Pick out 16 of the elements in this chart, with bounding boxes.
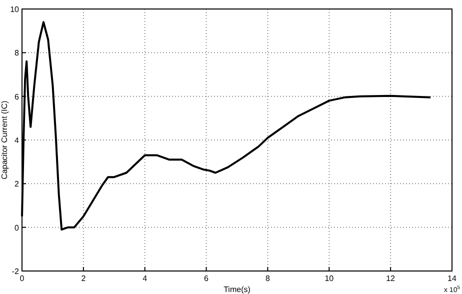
y-tick-label: 0: [14, 223, 20, 232]
x-tick-label: 2: [81, 274, 86, 283]
y-tick-label: -2: [12, 267, 20, 276]
x-tick-label: 6: [204, 274, 210, 283]
y-tick-label: 10: [10, 5, 20, 14]
y-tick-label: 4: [14, 136, 20, 145]
x-axis-title: Time(s): [224, 285, 251, 294]
y-tick-label: 8: [14, 48, 20, 58]
y-tick-label: 2: [14, 180, 20, 189]
x-tick-label: 10: [324, 274, 334, 283]
x-tick-label: 8: [265, 274, 270, 283]
y-tick-label: 6: [14, 92, 20, 102]
x-tick-label: 12: [386, 274, 396, 283]
y-axis-title: Capacitor Current (IC): [0, 100, 9, 180]
x-tick-label: 14: [448, 274, 457, 283]
x-tick-label: 4: [142, 274, 148, 283]
